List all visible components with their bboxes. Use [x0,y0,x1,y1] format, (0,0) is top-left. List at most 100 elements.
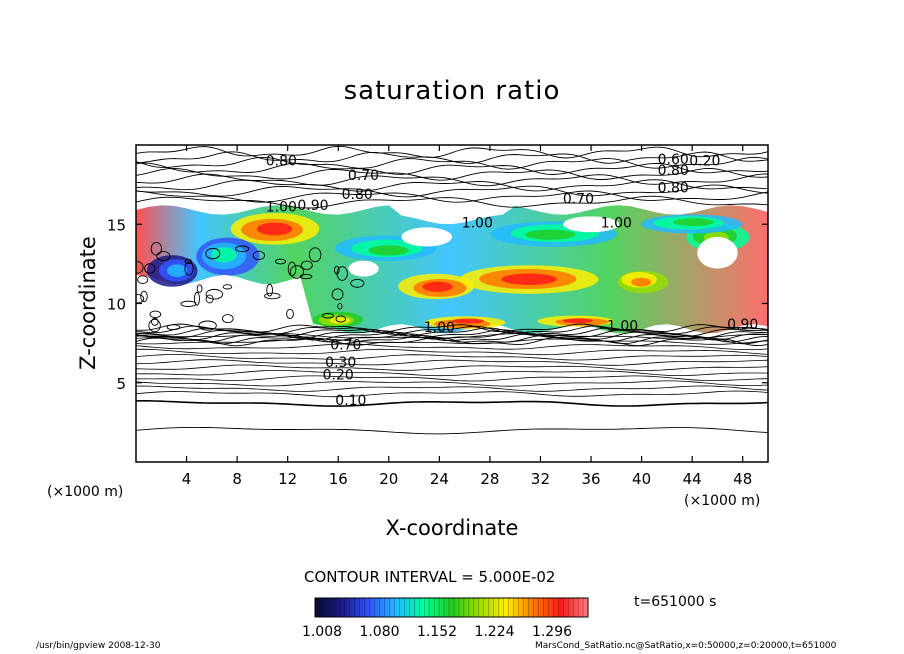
dry-patch [209,274,240,301]
saturation-patch [673,218,714,227]
saturation-patch [329,317,351,324]
contour-loop [144,263,156,274]
saturation-patch [256,222,293,236]
contour-line [136,335,768,345]
saturation-patch [501,273,557,285]
contour-label: 0.90 [297,198,328,214]
contour-loop [274,258,287,265]
contour-loop [287,261,297,277]
colorbar-tick-label: 1.080 [359,624,399,640]
contour-loop [221,314,234,324]
time-label: t=651000 s [634,594,717,610]
colorbar-tick-label: 1.296 [532,624,572,640]
contour-loop [350,278,365,288]
footer-program: /usr/bin/gpview 2008-12-30 [36,641,161,651]
contour-line [136,162,768,175]
contour-label: 1.00 [462,215,493,231]
contour-loop [264,292,281,300]
z-tick-label: 15 [107,216,126,234]
dry-patch [348,260,379,277]
contour-loop [205,288,224,300]
saturation-patch [631,277,652,287]
contour-line [136,190,768,203]
saturation-patch [368,245,409,256]
contour-line [136,380,768,387]
x-unit-label: (×1000 m) [47,484,123,500]
saturation-patch [211,247,237,263]
contour-label: 0.70 [348,168,379,184]
contour-line [136,348,768,356]
contour-loop [308,247,322,263]
contour-loop [156,251,171,261]
contour-loop [193,291,200,306]
contour-loop [136,261,144,274]
x-tick-label: 32 [531,470,550,488]
contour-line [136,336,768,347]
contour-label: 1.00 [266,200,297,216]
contour-line [136,353,768,361]
contour-label: 0.20 [323,368,354,384]
x-tick-label: 44 [683,470,702,488]
x-tick-label: 24 [430,470,449,488]
contour-loop [335,315,347,323]
saturation-patch [525,229,576,240]
colorbar [314,597,589,618]
contour-line [136,184,768,198]
contour-label: 0.60 [658,152,689,168]
contour-interval-label: CONTOUR INTERVAL = 5.000E-02 [304,568,556,586]
contour-line [136,333,768,343]
contour-line [136,369,768,377]
contour-label: 0.80 [658,181,689,197]
contour-loop [140,290,148,303]
colorbar-tick-label: 1.152 [417,624,457,640]
contour-loop [136,294,145,304]
contour-line [136,167,768,181]
contour-loop [196,284,203,293]
contour-line [136,390,768,398]
saturation-patch [451,318,485,324]
dry-patch [401,227,452,247]
contour-loop [205,247,221,260]
x-tick-label: 12 [278,470,297,488]
saturation-patch [422,281,453,292]
colorbar-bins [319,598,584,617]
x-tick-label: 20 [379,470,398,488]
contour-line [136,151,768,164]
colorbar-tick-label: 1.224 [474,624,514,640]
contour-loop [266,283,273,297]
contour-label: 1.00 [424,320,455,336]
contour-label: 0.70 [330,337,361,353]
x-tick-label: 36 [581,470,600,488]
contour-label: 0.80 [266,154,297,170]
colorbar-tick-label: 1.008 [302,624,342,640]
contour-loop [184,261,194,276]
contour-label: 0.20 [689,154,720,170]
contour-label: 0.10 [335,393,366,409]
saturation-patch [167,264,188,277]
contour-line [136,364,768,371]
y-axis-title: Z-coordinate [76,236,100,370]
contour-loop [222,284,233,290]
x-tick-label: 16 [329,470,348,488]
contour-loop [151,317,159,326]
contour-loop [150,241,162,256]
contour-loop [198,320,217,331]
z-tick-label: 5 [116,375,126,393]
contour-line [136,359,768,366]
contour-loop [252,250,265,261]
contour-line [136,323,768,333]
contour-loop [333,265,340,275]
contour-loop [289,265,304,279]
contour-line [136,343,768,351]
x-tick-label: 28 [480,470,499,488]
contour-loop [331,288,344,301]
contour-line [136,426,768,435]
contour-loop [235,245,250,253]
contour-loop [149,310,162,319]
contour-line [136,331,768,341]
saturation-field [136,205,768,334]
contour-label: 0.90 [727,317,758,333]
contour-loop [148,319,161,333]
dry-patch [697,236,738,269]
